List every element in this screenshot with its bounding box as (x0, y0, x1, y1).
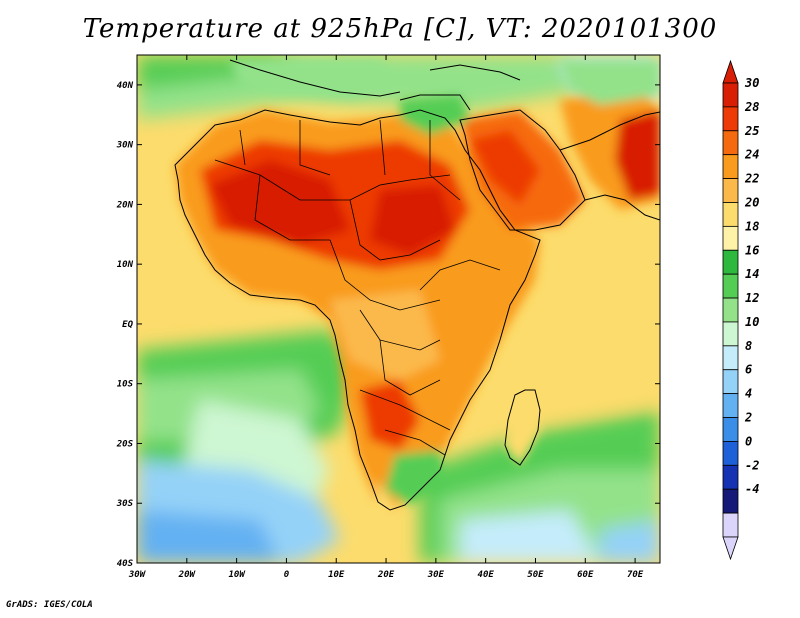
lon-tick-label: 0 (284, 570, 290, 580)
colorbar-label: 30 (744, 76, 759, 90)
colorbar-swatch (722, 130, 739, 156)
colorbar-label: -4 (745, 482, 759, 496)
map-frame (136, 54, 661, 564)
colorbar-swatch (722, 345, 739, 371)
colorbar-label: 16 (745, 243, 759, 257)
colorbar-swatch (722, 225, 739, 251)
lat-tick-label: 40N (117, 81, 134, 91)
colorbar-label: 6 (745, 363, 752, 377)
lat-tick-label: EQ (122, 320, 133, 330)
temperature-field (137, 55, 660, 563)
lon-tick-label: 60E (577, 570, 594, 580)
colorbar-swatch (722, 249, 739, 275)
colorbar-swatch (722, 441, 739, 466)
lat-tick-label: 10S (117, 380, 134, 390)
country-borders (214, 119, 501, 456)
lat-tick-label: 40S (117, 559, 134, 569)
colorbar-label: 22 (744, 172, 759, 186)
lon-tick-label: 10W (228, 570, 246, 580)
lon-tick-label: 30E (427, 570, 445, 580)
colorbar-label: 25 (744, 124, 759, 138)
colorbar-swatch (722, 321, 739, 347)
colorbar-swatch (722, 106, 739, 132)
colorbar-label: 8 (745, 339, 752, 353)
colorbar-label: 4 (745, 387, 752, 401)
colorbar-swatch (722, 369, 739, 395)
colorbar-label: -2 (745, 458, 759, 472)
colorbar-bottom-arrow (722, 536, 739, 561)
colorbar-swatch (722, 273, 739, 299)
lat-tick-label: 10N (117, 260, 134, 270)
colorbar-swatch (722, 464, 739, 490)
colorbar-label: 14 (745, 267, 759, 281)
lat-tick-label: 30S (116, 499, 134, 509)
colorbar-label: 24 (744, 148, 759, 162)
colorbar-label: 18 (745, 219, 759, 233)
colorbar-swatch (722, 202, 739, 227)
colorbar-label: 10 (745, 315, 759, 329)
colorbar-swatch (722, 488, 739, 514)
colorbar-label: 2 (744, 411, 752, 425)
colorbar-label: 28 (744, 100, 759, 114)
colorbar-swatch (722, 82, 739, 108)
lon-tick-label: 50E (527, 570, 544, 580)
colorbar-swatch (722, 178, 739, 203)
colorbar-swatch (722, 417, 739, 442)
credit-footer: GrADS: IGES/COLA (6, 600, 93, 610)
lon-tick-label: 70E (627, 570, 644, 580)
lon-tick-label: 20E (377, 570, 395, 580)
lon-tick-label: 20W (178, 570, 197, 580)
lat-tick-label: 30N (116, 141, 134, 151)
colorbar-swatch (722, 297, 739, 323)
lat-tick-label: 20S (116, 439, 134, 449)
plot-title: Temperature at 925hPa [C], VT: 202010130… (82, 14, 718, 44)
colorbar-swatch (722, 154, 739, 179)
colorbar-top-arrow (722, 59, 739, 84)
axis-ticks: 30W 20W 10W 0 10E 20E 30E 40E 50E 60E 70E 40N 30N 20N… (116, 55, 660, 580)
colorbar-swatch (722, 393, 739, 418)
lon-tick-label: 40E (478, 570, 495, 580)
lon-tick-label: 30W (128, 570, 147, 580)
lon-tick-label: 10E (328, 570, 345, 580)
colorbar-swatch (722, 512, 739, 538)
coastlines (174, 59, 660, 511)
lat-tick-label: 20N (116, 200, 134, 210)
colorbar-label: 20 (744, 195, 759, 209)
colorbar-label: 12 (745, 291, 759, 305)
colorbar-label: 0 (745, 434, 752, 448)
